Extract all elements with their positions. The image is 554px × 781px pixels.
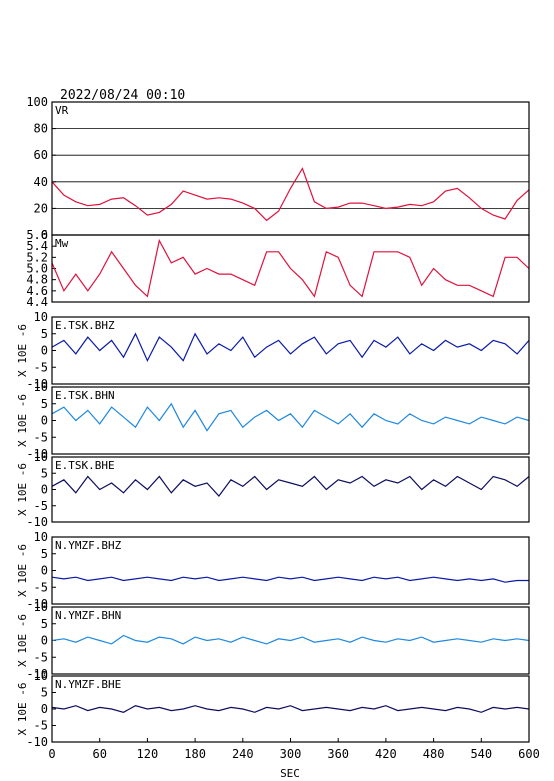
x-tick-label: 0 [48, 747, 55, 761]
panel-e_tsk_bhz: 10 5 0 -5 -10 E.TSK.BHZ X 10E -6 [16, 310, 530, 391]
y-tick-label: 40 [34, 175, 48, 189]
y-tick-label: 10 [34, 530, 48, 544]
panel-frame [51, 101, 530, 236]
y-tick-label: 5 [41, 617, 48, 631]
y-tick-label: -5 [34, 580, 48, 594]
header-timestamp: 2022/08/24 00:10 [60, 88, 185, 103]
y-tick-label: 5.4 [26, 239, 48, 253]
panel-title: N.YMZF.BHE [55, 678, 121, 691]
y-tick-label: -5 [34, 650, 48, 664]
x-tick-label: 600 [518, 747, 540, 761]
y-tick-label: 100 [26, 95, 48, 109]
x-tick-label: 300 [280, 747, 302, 761]
y-tick-label: 10 [34, 380, 48, 394]
y-tick-label: 0 [41, 414, 48, 428]
panel-mw: 5.65.45.25.04.84.64.4 Mw [26, 228, 530, 309]
y-axis-label: X 10E -6 [16, 544, 29, 597]
x-tick-label: 60 [92, 747, 106, 761]
y-tick-label: 5 [41, 327, 48, 341]
y-tick-label: 5 [41, 466, 48, 480]
panel-title: Mw [55, 237, 69, 250]
y-tick-label: 0 [41, 228, 48, 242]
series-line-mw [51, 238, 530, 298]
panel-frame [51, 675, 530, 743]
y-axis-label: X 10E -6 [16, 324, 29, 377]
y-tick-label: 0 [41, 564, 48, 578]
y-tick-label: -10 [26, 735, 48, 749]
x-tick-label: 540 [470, 747, 492, 761]
y-tick-label: 5 [41, 686, 48, 700]
y-tick-label: 5.6 [26, 228, 48, 242]
x-tick-label: 360 [327, 747, 349, 761]
y-tick-label: -5 [34, 430, 48, 444]
y-tick-label: 5 [41, 547, 48, 561]
y-tick-label: -10 [26, 667, 48, 681]
y-tick-label: 60 [34, 148, 48, 162]
panel-frame [51, 536, 530, 605]
panel-frame [51, 386, 530, 455]
series-line-e_tsk_bhz [51, 332, 530, 362]
y-tick-label: 0 [41, 483, 48, 497]
panel-vr: 100 80 60 40 20 0 VR [26, 95, 530, 242]
y-tick-label: 0 [41, 634, 48, 648]
y-tick-label: 5.2 [26, 250, 48, 264]
y-axis-label: X 10E -6 [16, 683, 29, 736]
x-tick-label: 120 [137, 747, 159, 761]
series-line-e_tsk_bhe [51, 475, 530, 497]
y-tick-label: -10 [26, 515, 48, 529]
panel-e_tsk_bhe: 10 5 0 -5 -10 E.TSK.BHE X 10E -6 [16, 450, 530, 529]
panel-frame [51, 234, 530, 303]
panel-e_tsk_bhn: 10 5 0 -5 -10 E.TSK.BHN X 10E -6 [16, 380, 530, 461]
x-tick-label: 480 [423, 747, 445, 761]
y-tick-label: 80 [34, 122, 48, 136]
x-tick-label: 420 [375, 747, 397, 761]
series-line-n_ymzf_bhe [51, 705, 530, 713]
y-tick-label: 10 [34, 450, 48, 464]
y-tick-label: 4.6 [26, 284, 48, 298]
y-axis-label: X 10E -6 [16, 463, 29, 516]
y-tick-label: 4.4 [26, 295, 48, 309]
panel-title: E.TSK.BHE [55, 459, 115, 472]
y-tick-label: -10 [26, 597, 48, 611]
y-tick-label: 5.0 [26, 262, 48, 276]
panel-n_ymzf_bhz: 10 5 0 -5 -10 N.YMZF.BHZ X 10E -6 [16, 530, 530, 611]
x-tick-label: 180 [184, 747, 206, 761]
y-tick-label: 0 [41, 702, 48, 716]
panel-title: N.YMZF.BHZ [55, 539, 122, 552]
x-axis: 0 60 120 180 240 300 360 420 480 540 600 [48, 738, 540, 761]
y-tick-label: -5 [34, 719, 48, 733]
y-tick-label: -5 [34, 499, 48, 513]
panel-frame [51, 456, 530, 523]
y-tick-label: -10 [26, 447, 48, 461]
y-tick-label: 5 [41, 397, 48, 411]
y-tick-label: 10 [34, 669, 48, 683]
x-tick-label: 240 [232, 747, 254, 761]
panel-title: E.TSK.BHZ [55, 319, 115, 332]
panel-n_ymzf_bhn: 10 5 0 -5 -10 N.YMZF.BHN X 10E -6 [16, 600, 530, 681]
y-tick-label: -10 [26, 377, 48, 391]
panel-title: VR [55, 104, 69, 117]
panel-frame [51, 316, 530, 385]
panel-frame [51, 606, 530, 675]
y-axis-label: X 10E -6 [16, 614, 29, 667]
series-line-n_ymzf_bhn [51, 634, 530, 645]
y-tick-label: 10 [34, 600, 48, 614]
series-line-e_tsk_bhn [51, 402, 530, 432]
y-tick-label: 4.8 [26, 273, 48, 287]
y-tick-label: 10 [34, 310, 48, 324]
y-tick-label: -5 [34, 360, 48, 374]
panel-n_ymzf_bhe: 10 5 0 -5 -10 N.YMZF.BHE X 10E -6 [16, 669, 530, 749]
panel-title: E.TSK.BHN [55, 389, 115, 402]
series-line-vr [51, 167, 530, 222]
y-tick-label: 0 [41, 344, 48, 358]
y-axis-label: X 10E -6 [16, 394, 29, 447]
x-axis-label: SEC [280, 767, 300, 780]
series-line-n_ymzf_bhz [51, 576, 529, 583]
panel-title: N.YMZF.BHN [55, 609, 121, 622]
panels-group: 100806040200VR5.65.45.25.04.84.64.4Mw105… [16, 95, 530, 749]
y-tick-label: 20 [34, 201, 48, 215]
